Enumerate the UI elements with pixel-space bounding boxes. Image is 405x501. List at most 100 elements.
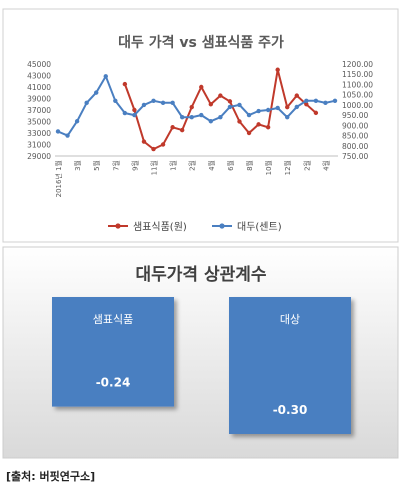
x-tick-label: 12월	[283, 160, 292, 175]
data-point	[313, 110, 319, 116]
data-point	[265, 125, 271, 130]
bar-category-label: 샘표식품	[93, 313, 133, 326]
data-point	[323, 100, 328, 106]
y-left-tick-label: 37000	[27, 106, 51, 115]
data-point	[65, 133, 70, 138]
data-point	[275, 105, 280, 111]
data-point	[189, 114, 194, 120]
y-right-tick-label: 1200.00	[342, 60, 373, 69]
data-point	[113, 98, 118, 104]
data-point	[122, 110, 128, 116]
y-right-tick-label: 900.00	[342, 121, 368, 130]
y-left-tick-label: 29000	[27, 152, 51, 161]
bar-value-label: -0.30	[273, 403, 308, 417]
data-point	[74, 119, 80, 124]
x-tick-label: 9월	[130, 160, 139, 171]
x-tick-label: 11월	[150, 160, 159, 175]
source-caption: [출처: 버핏연구소]	[6, 470, 96, 483]
bar-chart-title: 대두가격 상관계수	[135, 265, 266, 285]
data-point	[94, 90, 99, 95]
y-left-tick-label: 45000	[27, 60, 51, 69]
bar-daesang	[229, 297, 351, 434]
y-right-tick-label: 1150.00	[342, 70, 373, 79]
x-tick-label: 6월	[226, 160, 235, 171]
data-point	[199, 112, 204, 118]
data-point	[227, 104, 233, 110]
data-point	[208, 119, 214, 124]
data-point	[151, 146, 156, 152]
x-tick-label: 5월	[92, 160, 101, 171]
data-point	[199, 84, 204, 90]
data-point	[160, 142, 166, 147]
data-point	[304, 102, 309, 107]
x-tick-label: 10월	[264, 160, 273, 175]
x-tick-label: 3월	[73, 160, 82, 171]
x-tick-label: 2월	[188, 160, 197, 171]
y-left-tick-label: 35000	[27, 118, 51, 127]
x-tick-label: 2016년 1월	[54, 160, 63, 197]
y-left-tick-label: 31000	[27, 141, 51, 150]
y-right-tick-label: 950.00	[342, 111, 368, 120]
line-chart: 29000 31000 33000 35000 37000 39000 41000 43000…	[27, 60, 373, 233]
y-left-tick-label: 33000	[27, 129, 51, 138]
data-point	[275, 67, 280, 72]
y-right-tick-label: 850.00	[342, 132, 368, 141]
x-tick-label: 7월	[111, 160, 120, 171]
data-point	[160, 100, 166, 106]
data-point	[256, 122, 261, 127]
y-right-tick-label: 1000.00	[342, 101, 373, 110]
y-left-tick-label: 41000	[27, 83, 51, 92]
x-tick-label: 2월	[302, 160, 311, 171]
data-point	[294, 93, 299, 98]
data-point	[132, 112, 137, 118]
data-point	[151, 98, 156, 104]
data-point	[122, 81, 128, 87]
data-point	[132, 107, 137, 113]
data-point	[285, 114, 290, 120]
bar-sempio	[52, 297, 174, 407]
series-line-soybean	[57, 74, 336, 137]
data-point	[313, 98, 319, 104]
y-right-tick-label: 1100.00	[342, 80, 373, 89]
legend-marker	[115, 223, 121, 229]
data-point	[189, 104, 194, 110]
data-point	[103, 74, 108, 79]
data-point	[304, 98, 309, 104]
data-point	[179, 114, 185, 120]
legend-label: 대두(센트)	[237, 221, 282, 233]
x-tick-label: 8월	[245, 160, 254, 171]
x-tick-label: 1월	[169, 160, 178, 171]
data-point	[332, 98, 338, 104]
data-point	[141, 139, 147, 144]
y-right-tick-label: 750.00	[342, 152, 368, 161]
data-point	[179, 127, 185, 133]
y-right-tick-label: 800.00	[342, 142, 368, 151]
data-point	[218, 93, 223, 98]
y-right-tick-label: 1050.00	[342, 91, 373, 100]
data-point	[237, 119, 242, 124]
data-point	[84, 100, 89, 106]
data-point	[55, 129, 61, 134]
line-chart-frame	[2, 8, 399, 243]
data-point	[246, 112, 252, 118]
line-chart-title: 대두 가격 vs 샘표식품 주가	[118, 34, 284, 51]
data-point	[256, 108, 261, 114]
data-point	[227, 99, 233, 104]
x-tick-label: 4월	[207, 160, 216, 171]
bar-chart: 샘표식품 -0.24 대상 -0.30	[52, 297, 351, 434]
legend-label: 샘표식품(원)	[133, 221, 187, 233]
data-point	[218, 114, 223, 120]
data-point	[170, 125, 175, 130]
data-point	[294, 104, 299, 110]
data-point	[237, 102, 242, 108]
x-tick-label: 4월	[321, 160, 330, 171]
data-point	[141, 102, 147, 108]
data-point	[170, 100, 175, 106]
data-point	[285, 104, 290, 110]
bar-category-label: 대상	[280, 313, 300, 326]
data-point	[265, 107, 271, 113]
legend-marker	[219, 223, 225, 229]
y-left-tick-label: 39000	[27, 95, 51, 104]
bar-value-label: -0.24	[96, 376, 131, 390]
